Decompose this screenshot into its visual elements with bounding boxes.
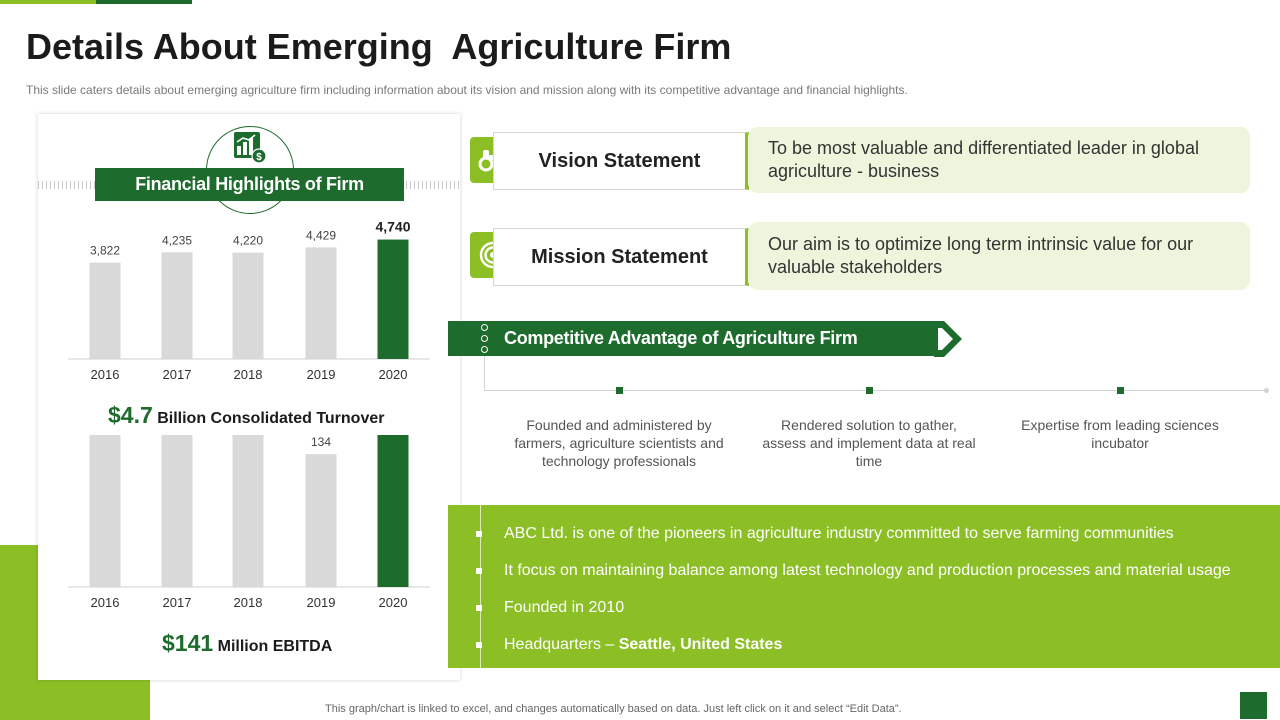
turnover-summary: $4.7 Billion Consolidated Turnover [108, 402, 384, 429]
about-bullet: It focus on maintaining balance among la… [504, 562, 1231, 579]
bar-value-label: 4,740 [375, 219, 410, 235]
bullet-marker [476, 605, 482, 611]
bullet-marker [476, 531, 482, 537]
x-tick-label: 2019 [307, 367, 336, 382]
financial-highlights-header: Financial Highlights of Firm [95, 168, 404, 201]
bar-2019 [305, 247, 337, 359]
bar-2019 [305, 454, 337, 587]
mission-statement-text: Our aim is to optimize long term intrins… [748, 222, 1250, 290]
timeline-line [484, 390, 1268, 391]
money-chart-icon: $ [234, 132, 267, 164]
timeline-marker [1117, 387, 1124, 394]
bar-2016 [89, 262, 121, 359]
bar-2018 [232, 252, 264, 359]
banner-dot [481, 324, 488, 331]
x-tick-label: 2016 [91, 595, 120, 610]
banner-dot [481, 346, 488, 353]
bar-2018 [232, 435, 264, 587]
ebitda-bar-chart: 14120161522017152201813420191412020 [68, 435, 430, 610]
about-bullet-headquarters: Headquarters – Seattle, United States [504, 636, 782, 654]
about-panel-rule [480, 505, 481, 668]
page-title: Details About Emerging Agriculture Firm [26, 26, 732, 67]
timeline-marker [866, 387, 873, 394]
headquarters-prefix: Headquarters – [504, 636, 619, 653]
turnover-label: Billion Consolidated Turnover [152, 410, 385, 427]
ebitda-label: Million EBITDA [213, 638, 333, 655]
advantage-item: Expertise from leading sciences incubato… [1021, 417, 1219, 451]
corner-accent-square [1240, 692, 1267, 719]
x-tick-label: 2019 [307, 595, 336, 610]
bar-2017 [161, 435, 193, 587]
x-tick-label: 2020 [379, 367, 408, 382]
turnover-value: $4.7 [108, 402, 153, 428]
banner-arrow-icon [934, 321, 962, 357]
x-tick-label: 2018 [234, 595, 263, 610]
mission-statement-label: Mission Statement [493, 228, 749, 286]
timeline-marker [616, 387, 623, 394]
banner-dot [481, 335, 488, 342]
turnover-bar-chart: 3,822 2016 4,235 2017 4,220 2018 4,429 2019 4,74… [68, 219, 430, 382]
about-bullet: ABC Ltd. is one of the pioneers in agric… [504, 525, 1174, 542]
timeline-connector [484, 356, 485, 391]
ebitda-summary: $141 Million EBITDA [162, 630, 332, 657]
about-bullet: Founded in 2010 [504, 599, 625, 616]
advantage-item: Rendered solution to gather, assess and … [762, 417, 976, 469]
bullet-marker [476, 568, 482, 574]
bar-2020 [377, 239, 409, 359]
svg-text:$: $ [256, 152, 262, 163]
top-accent-bar-dark [96, 0, 192, 4]
ebitda-value: $141 [162, 630, 214, 656]
x-tick-label: 2020 [379, 595, 408, 610]
x-tick-label: 2017 [163, 595, 192, 610]
x-tick-label: 2018 [234, 367, 263, 382]
bar-value-label: 3,822 [90, 244, 120, 258]
vision-statement-text: To be most valuable and differentiated l… [748, 127, 1250, 193]
competitive-advantage-header: Competitive Advantage of Agriculture Fir… [448, 321, 938, 356]
x-tick-label: 2016 [91, 367, 120, 382]
bar-2016 [89, 435, 121, 587]
top-accent-bar-light [0, 0, 96, 4]
footer-note: This graph/chart is linked to excel, and… [325, 703, 902, 715]
bar-value-label: 134 [311, 435, 331, 449]
x-tick-label: 2017 [163, 367, 192, 382]
vision-statement-label: Vision Statement [493, 132, 749, 190]
bar-value-label: 4,429 [306, 228, 336, 242]
bar-2020 [377, 435, 409, 587]
bar-value-label: 4,220 [233, 234, 263, 248]
advantage-item: Founded and administered by farmers, agr… [514, 417, 724, 469]
page-subtitle: This slide caters details about emerging… [26, 83, 908, 97]
timeline-end-dot [1264, 388, 1269, 393]
headquarters-value: Seattle, United States [618, 636, 783, 653]
bar-value-label: 4,235 [162, 233, 192, 247]
bar-2017 [161, 252, 193, 359]
about-company-panel [448, 505, 1280, 668]
bullet-marker [476, 642, 482, 648]
